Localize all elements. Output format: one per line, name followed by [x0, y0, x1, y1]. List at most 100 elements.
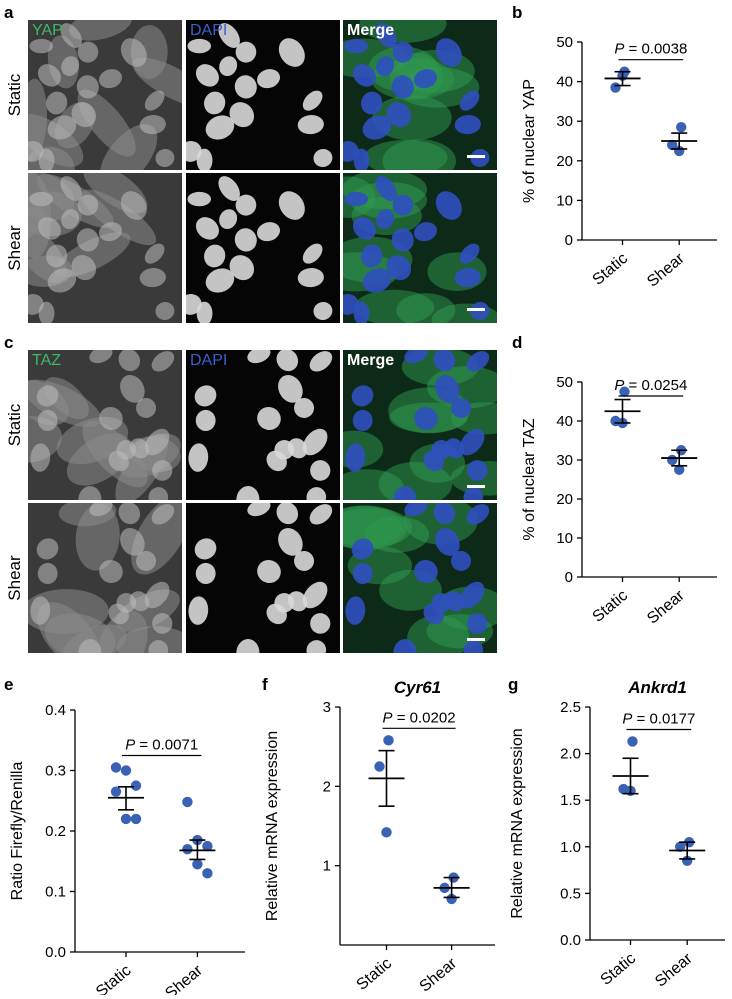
p-value-label: P = 0.0071: [125, 736, 198, 753]
chart-b-nuclear-yap: 0 10 20 30 40 50 % of nuclear YAP Static Shear P …: [521, 34, 717, 291]
channel-label-yap: YAP: [32, 22, 63, 39]
y-tick-label: 50: [556, 374, 573, 391]
data-point: [110, 762, 122, 773]
y-tick-label: 30: [556, 452, 573, 469]
y-axis-label: % of nuclear YAP: [521, 79, 538, 203]
category-label-static: Static: [597, 950, 639, 989]
data-point: [667, 454, 678, 466]
micrograph-a-yap-shear: [28, 173, 182, 323]
data-point: [383, 735, 394, 746]
y-tick-label: 20: [556, 491, 573, 508]
y-tick-label: 30: [556, 113, 573, 130]
row-label-static: Static: [5, 73, 24, 117]
micrograph-a-yap-static: [28, 20, 182, 170]
micrograph-c-taz-shear: [28, 503, 182, 653]
data-point: [627, 736, 638, 747]
chart-title: Cyr61: [394, 678, 441, 697]
micrograph-a-dapi-static: [186, 20, 340, 170]
row-label-shear: Shear: [5, 555, 24, 601]
channel-label-dapi: DAPI: [190, 22, 228, 39]
data-point: [202, 840, 213, 852]
data-point: [667, 139, 678, 151]
data-point: [130, 813, 142, 825]
micrograph-c-merge-shear: [343, 503, 497, 653]
micrograph-a-dapi-shear: [186, 173, 340, 323]
panel-letter-f: f: [262, 675, 268, 694]
y-axis-label: Relative mRNA expression: [264, 731, 281, 921]
channel-label-merge: Merge: [347, 22, 395, 39]
channel-label-dapi: DAPI: [190, 352, 228, 369]
panel-letter-c: c: [4, 333, 14, 352]
data-point: [120, 765, 132, 776]
row-label-shear: Shear: [5, 225, 24, 271]
micrograph-c-taz-static: [28, 350, 182, 500]
category-label-static: Static: [589, 587, 631, 626]
row-label-static: Static: [5, 403, 24, 447]
micrograph-c-dapi-static: [186, 350, 340, 500]
y-tick-label: 2.0: [560, 746, 581, 763]
data-point: [381, 827, 392, 838]
y-tick-label: 1: [323, 858, 331, 875]
chart-title: Ankrd1: [627, 678, 687, 697]
data-point: [182, 796, 193, 808]
chart-g-ankrd1: 0.0 0.5 1.0 1.5 2.0 2.5 Relative mRNA expressi…: [509, 678, 725, 991]
y-tick-label: 2.5: [560, 699, 581, 716]
data-point: [619, 386, 630, 397]
category-label-shear: Shear: [644, 587, 688, 628]
data-point: [374, 761, 385, 772]
data-point: [120, 813, 132, 825]
p-value-label: P = 0.0254: [614, 377, 687, 394]
y-tick-label: 0: [565, 232, 573, 249]
y-axis-label: Relative mRNA expression: [509, 728, 526, 918]
category-label-static: Static: [589, 250, 631, 289]
category-label-shear: Shear: [652, 950, 696, 991]
data-point: [446, 893, 457, 905]
y-tick-label: 40: [556, 413, 573, 430]
micrograph-a-merge-static: [343, 20, 497, 170]
data-point: [202, 868, 213, 879]
data-point: [676, 121, 687, 133]
data-point: [674, 464, 685, 475]
y-tick-label: 10: [556, 192, 573, 209]
panel-letter-d: d: [512, 333, 523, 352]
y-tick-label: 2: [323, 778, 331, 795]
y-tick-label: 1.0: [560, 839, 581, 856]
y-tick-label: 0.1: [45, 884, 66, 901]
data-point: [675, 841, 686, 852]
y-tick-label: 3: [323, 699, 331, 716]
y-tick-label: 0.4: [45, 702, 66, 719]
category-label-shear: Shear: [644, 250, 688, 291]
y-tick-label: 0.2: [45, 823, 66, 840]
category-label-static: Static: [353, 955, 395, 994]
micrograph-c-merge-static: [343, 350, 497, 500]
p-value-label: P = 0.0202: [383, 709, 456, 726]
p-value-label: P = 0.0038: [614, 41, 687, 58]
chart-e-firefly-renilla: 0.0 0.1 0.2 0.3 0.4 Ratio Firefly/Renilla Stat…: [9, 702, 245, 995]
chart-d-nuclear-taz: 0 10 20 30 40 50 % of nuclear TAZ Static Shear P …: [521, 374, 717, 628]
y-tick-label: 50: [556, 34, 573, 51]
y-tick-label: 0.3: [45, 763, 66, 780]
data-point: [610, 82, 621, 93]
panel-letter-e: e: [4, 675, 14, 694]
micrograph-a-merge-shear: [343, 173, 497, 323]
channel-label-taz: TAZ: [32, 352, 62, 369]
y-tick-label: 0.0: [45, 944, 66, 961]
y-tick-label: 10: [556, 530, 573, 547]
y-tick-label: 1.5: [560, 792, 581, 809]
panel-letter-b: b: [512, 3, 523, 22]
micrograph-c-dapi-shear: [186, 503, 340, 653]
y-tick-label: 20: [556, 153, 573, 170]
y-tick-label: 0.0: [560, 932, 581, 949]
data-point: [130, 780, 142, 791]
y-axis-label: % of nuclear TAZ: [521, 418, 538, 540]
data-point: [192, 859, 203, 870]
category-label-static: Static: [93, 962, 135, 995]
channel-label-merge: Merge: [347, 352, 395, 369]
y-tick-label: 40: [556, 74, 573, 91]
panel-letter-g: g: [508, 675, 519, 694]
y-axis-label: Ratio Firefly/Renilla: [9, 762, 26, 901]
category-label-shear: Shear: [162, 962, 206, 995]
y-tick-label: 0: [565, 569, 573, 586]
panel-letter-a: a: [4, 3, 14, 22]
y-tick-label: 0.5: [560, 885, 581, 902]
